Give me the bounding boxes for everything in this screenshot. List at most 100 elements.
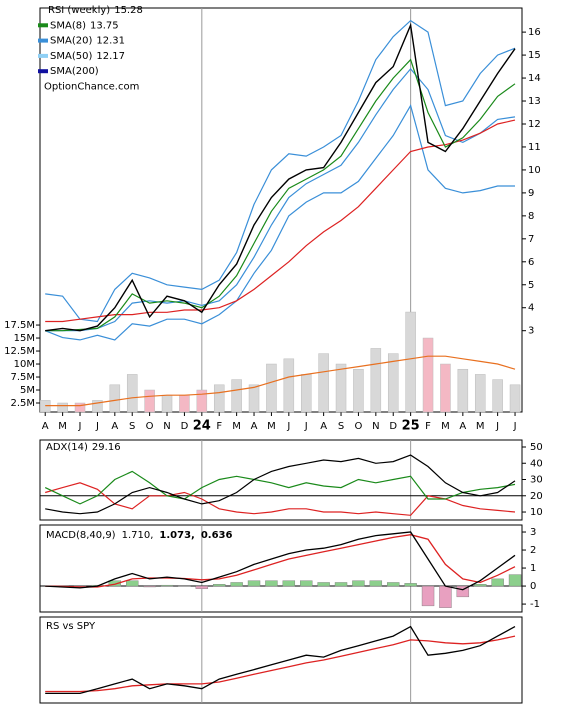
x-tick-label: S [338, 421, 344, 432]
price-tick-label: 4 [528, 303, 534, 314]
adx-line [45, 454, 516, 515]
volume-bar [179, 394, 190, 413]
macd-histogram-bar [143, 585, 156, 588]
x-tick-label: O [146, 421, 154, 432]
macd-histogram-bar [439, 585, 452, 608]
adx-tick-label: 20 [530, 491, 543, 502]
volume-tick-label: 17.5M [4, 320, 35, 331]
volume-bar [231, 379, 242, 413]
macd-legend: 1.073, [159, 530, 194, 541]
x-tick-label: J [513, 421, 517, 432]
price-line [45, 58, 516, 332]
price-frame [39, 7, 523, 413]
macd-histogram-bar [126, 580, 139, 587]
legend-label: SMA(20) [50, 36, 92, 47]
x-tick-label: F [425, 421, 431, 432]
volume-bar [283, 358, 295, 413]
legend-swatch [38, 53, 48, 58]
price-line [45, 22, 516, 332]
volume-bar [422, 337, 434, 413]
macd-histogram-bar [352, 580, 365, 587]
x-tick-label: A [111, 421, 118, 432]
volume-bar [474, 374, 486, 413]
x-tick-label: N [163, 421, 170, 432]
price-line [45, 67, 516, 332]
x-tick-label: J [495, 421, 499, 432]
volume-average [45, 355, 516, 407]
volume-bar [248, 384, 260, 413]
macd-line [45, 534, 516, 588]
price-tick-label: 12 [528, 119, 541, 130]
legend-swatch [38, 38, 48, 43]
macd-histogram-bar [265, 580, 278, 587]
macd-legend: 1.710, [122, 530, 154, 541]
macd-legend: MACD(8,40,9) [46, 530, 116, 541]
macd-histogram-bar [491, 578, 504, 587]
x-tick-label: D [389, 421, 397, 432]
price-tick-label: 14 [528, 73, 541, 84]
price-tick-label: 15 [528, 50, 541, 61]
legend-value: 12.17 [96, 51, 125, 62]
volume-bar [353, 368, 364, 413]
macd-tick-label: 0 [530, 581, 536, 592]
price-tick-label: 10 [528, 165, 541, 176]
macd-tick-label: 2 [530, 545, 536, 556]
x-tick-label: M [58, 421, 67, 432]
volume-bar [109, 384, 121, 413]
volume-tick-label: 5M [20, 385, 35, 396]
legend-value: 12.31 [96, 36, 125, 47]
price-tick-label: 13 [528, 96, 541, 107]
macd-legend: 0.636 [201, 530, 233, 541]
macd-histogram-bar [282, 580, 296, 587]
volume-tick-label: 2.5M [10, 398, 35, 409]
macd-histogram-bar [421, 585, 435, 607]
price-tick-label: 9 [528, 188, 534, 199]
volume-bar [457, 368, 469, 413]
adx-line [44, 470, 516, 505]
price-line [45, 19, 516, 323]
volume-tick-label: 12.5M [4, 346, 35, 357]
macd-tick-label: 1 [530, 563, 536, 574]
x-tick-label: A [459, 421, 466, 432]
x-tick-label: A [320, 421, 327, 432]
x-tick-label: J [95, 421, 99, 432]
volume-bar [57, 402, 68, 413]
volume-bar [196, 389, 208, 413]
volume-bar [318, 353, 329, 413]
macd-tick-label: -1 [530, 599, 540, 610]
legend-swatch [38, 23, 48, 28]
adx-tick-label: 10 [530, 507, 543, 518]
adx-label: ADX(14) [46, 442, 88, 453]
volume-bar [405, 311, 416, 413]
macd-histogram-bar [300, 580, 313, 587]
macd-histogram-bar [508, 574, 522, 587]
legend-label: RSI (weekly) [48, 5, 110, 16]
x-tick-label: J [304, 421, 308, 432]
x-tick-label: 25 [402, 419, 420, 434]
legend-label: SMA(50) [50, 51, 92, 62]
adx-tick-label: 40 [530, 458, 543, 469]
volume-bar [126, 374, 138, 413]
volume-bar [74, 402, 86, 413]
legend-label: SMA(8) [50, 20, 86, 31]
x-tick-label: M [232, 421, 241, 432]
volume-tick-label: 7.5M [10, 372, 35, 383]
macd-tick-label: 3 [530, 527, 536, 538]
volume-tick-label: 15M [14, 333, 35, 344]
macd-line [45, 531, 516, 591]
volume-bar [266, 363, 277, 413]
x-tick-label: S [129, 421, 135, 432]
price-line [44, 104, 515, 341]
volume-bar [335, 363, 347, 413]
legend-swatch [38, 69, 48, 74]
macd-histogram-bar [108, 580, 122, 587]
price-tick-label: 6 [528, 257, 534, 268]
volume-bar [509, 384, 521, 413]
price-tick-label: 5 [528, 280, 534, 291]
x-tick-label: J [78, 421, 82, 432]
macd-histogram-bar [334, 582, 348, 587]
rs-line [45, 625, 516, 695]
rs-frame [39, 616, 523, 704]
rs-label: RS vs SPY [46, 621, 96, 632]
